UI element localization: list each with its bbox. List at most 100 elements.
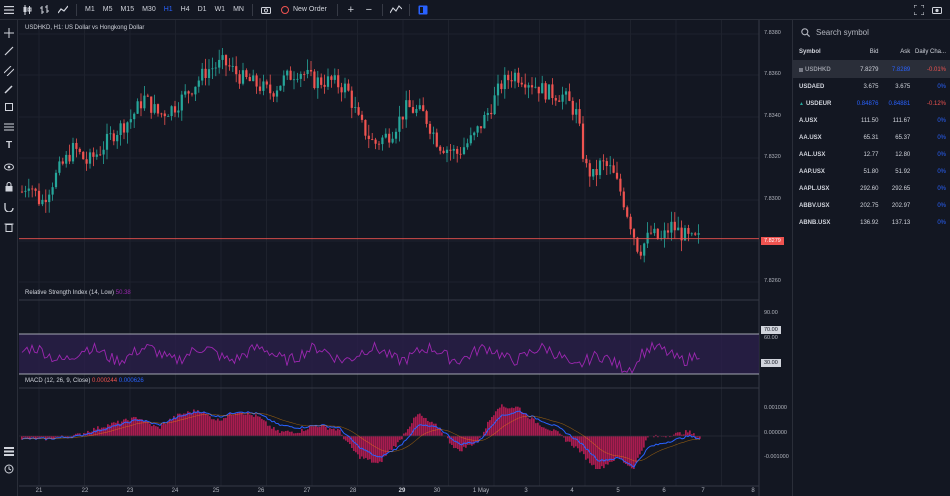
macd-histogram-bar [145,420,147,436]
watchlist-row[interactable]: ABBV.USX 202.75 202.97 0% [793,197,950,214]
candle-body [493,95,496,115]
fullscreen-icon[interactable] [910,0,928,20]
watchlist-row[interactable]: A.USX 111.50 111.67 0% [793,112,950,129]
macd-histogram-bar [345,436,347,441]
trash-icon[interactable] [2,220,16,234]
watchlist-row[interactable]: AAPL.USX 292.60 292.65 0% [793,180,950,197]
watchlist-row[interactable]: USDHKD 7.8279 7.8289 -0.01% [793,61,950,78]
macd-title: MACD (12, 26, 9, Close) 0.000244 0.00062… [25,378,144,384]
rsi-label: Relative Strength Index (14, Low) [25,290,115,296]
watchlist-panel: Search symbol Symbol Bid Ask Daily Cha..… [792,20,950,496]
macd-histogram-bar [429,422,431,436]
macd-histogram-bar [315,426,317,436]
menu-icon[interactable] [0,0,18,20]
timeframe-m15[interactable]: M15 [120,6,135,13]
watchlist-row[interactable]: AAP.USX 51.80 51.92 0% [793,163,950,180]
candle-body [160,113,163,115]
header-bid[interactable]: Bid [869,49,879,55]
timeframe-w1[interactable]: W1 [214,6,226,13]
timeframe-mn[interactable]: MN [233,6,244,13]
layout-icon[interactable] [414,0,432,20]
chart-canvas[interactable] [19,20,792,496]
eye-icon[interactable] [2,160,16,174]
trend-line-icon[interactable] [2,44,16,58]
macd-histogram-bar [437,427,439,436]
timeframe-m1[interactable]: M1 [85,6,95,13]
line-chart-icon[interactable] [54,0,72,20]
search-box[interactable]: Search symbol [793,20,950,44]
timeframe-h1[interactable]: H1 [163,6,173,13]
row-ask: 51.92 [895,168,911,175]
new-order-button[interactable]: New Order [275,0,333,20]
row-symbol: USDAED [793,84,851,90]
macd-histogram-bar [477,436,479,443]
macd-histogram-bar [617,436,619,458]
candle-body [643,243,646,256]
timeframe-m5[interactable]: M5 [102,6,113,13]
macd-histogram-bar [525,413,527,436]
header-ask[interactable]: Ask [900,49,911,55]
macd-histogram-bar [25,436,27,438]
fibonacci-icon[interactable] [2,120,16,134]
watchlist-row[interactable]: AAL.USX 12.77 12.80 0% [793,146,950,163]
macd-histogram-bar [75,433,77,436]
order-icon [280,5,289,14]
macd-histogram-bar [331,429,333,436]
macd-histogram-bar [677,432,679,436]
watchlist-row[interactable]: ABNB.USX 136.92 137.13 0% [793,214,950,231]
macd-histogram-bar [571,436,573,446]
candle-body [598,160,602,176]
search-input[interactable]: Search symbol [816,27,869,37]
zoom-out-button[interactable]: − [365,3,373,16]
object-tree-icon[interactable] [2,444,16,458]
macd-histogram-bar [555,430,557,436]
macd-histogram-bar [309,426,311,436]
candlestick-icon[interactable] [18,0,36,20]
header-change[interactable]: Daily Cha... [914,49,946,55]
macd-histogram-bar [637,436,639,458]
bar-chart-icon[interactable] [36,0,54,20]
candle-body [360,114,364,120]
watchlist-row[interactable]: AA.USX 65.31 65.37 0% [793,129,950,146]
macd-histogram-bar [169,418,171,436]
macd-histogram-bar [641,436,643,451]
macd-histogram-bar [265,421,267,436]
macd-histogram-bar [33,436,35,438]
timeframe-h4[interactable]: H4 [180,6,190,13]
text-tool-icon[interactable]: T [5,139,13,151]
macd-signal-line [22,412,700,462]
candle-body [44,199,47,203]
timeframe-m30[interactable]: M30 [142,6,156,13]
channel-icon[interactable] [2,64,16,78]
chart-area[interactable]: USDHKD, H1: US Dollar vs Hongkong Dollar… [19,20,792,496]
macd-histogram-bar [549,430,551,436]
header-symbol[interactable]: Symbol [799,49,821,55]
macd-histogram-bar [389,436,391,450]
candle-body [452,148,455,151]
macd-histogram-bar [367,436,369,460]
indicators-icon[interactable] [387,0,405,20]
lock-icon[interactable] [2,180,16,194]
time-tick: 25 [212,488,220,494]
macd-histogram-bar [195,411,197,436]
zoom-in-button[interactable]: + [347,3,355,16]
watchlist-row[interactable]: USDAED 3.675 3.675 0% [793,78,950,95]
macd-histogram-bar [593,436,595,465]
timeframe-d1[interactable]: D1 [197,6,207,13]
macd-histogram-bar [577,436,579,449]
history-icon[interactable] [2,462,16,476]
macd-histogram-bar [29,436,31,440]
camera-icon[interactable] [257,0,275,20]
macd-histogram-bar [687,432,689,436]
crosshair-icon[interactable] [2,26,16,40]
candle-body [248,77,251,82]
brush-icon[interactable] [2,82,16,96]
rectangle-icon[interactable] [2,100,16,114]
screenshot-icon[interactable] [928,0,946,20]
macd-histogram-bar [107,424,109,436]
magnet-icon[interactable] [2,200,16,214]
macd-histogram-bar [379,436,381,462]
candle-body [54,172,58,188]
watchlist-row[interactable]: ▲ USDEUR 0.84876 0.84881 -0.12% [793,95,950,112]
macd-histogram-bar [103,427,105,436]
